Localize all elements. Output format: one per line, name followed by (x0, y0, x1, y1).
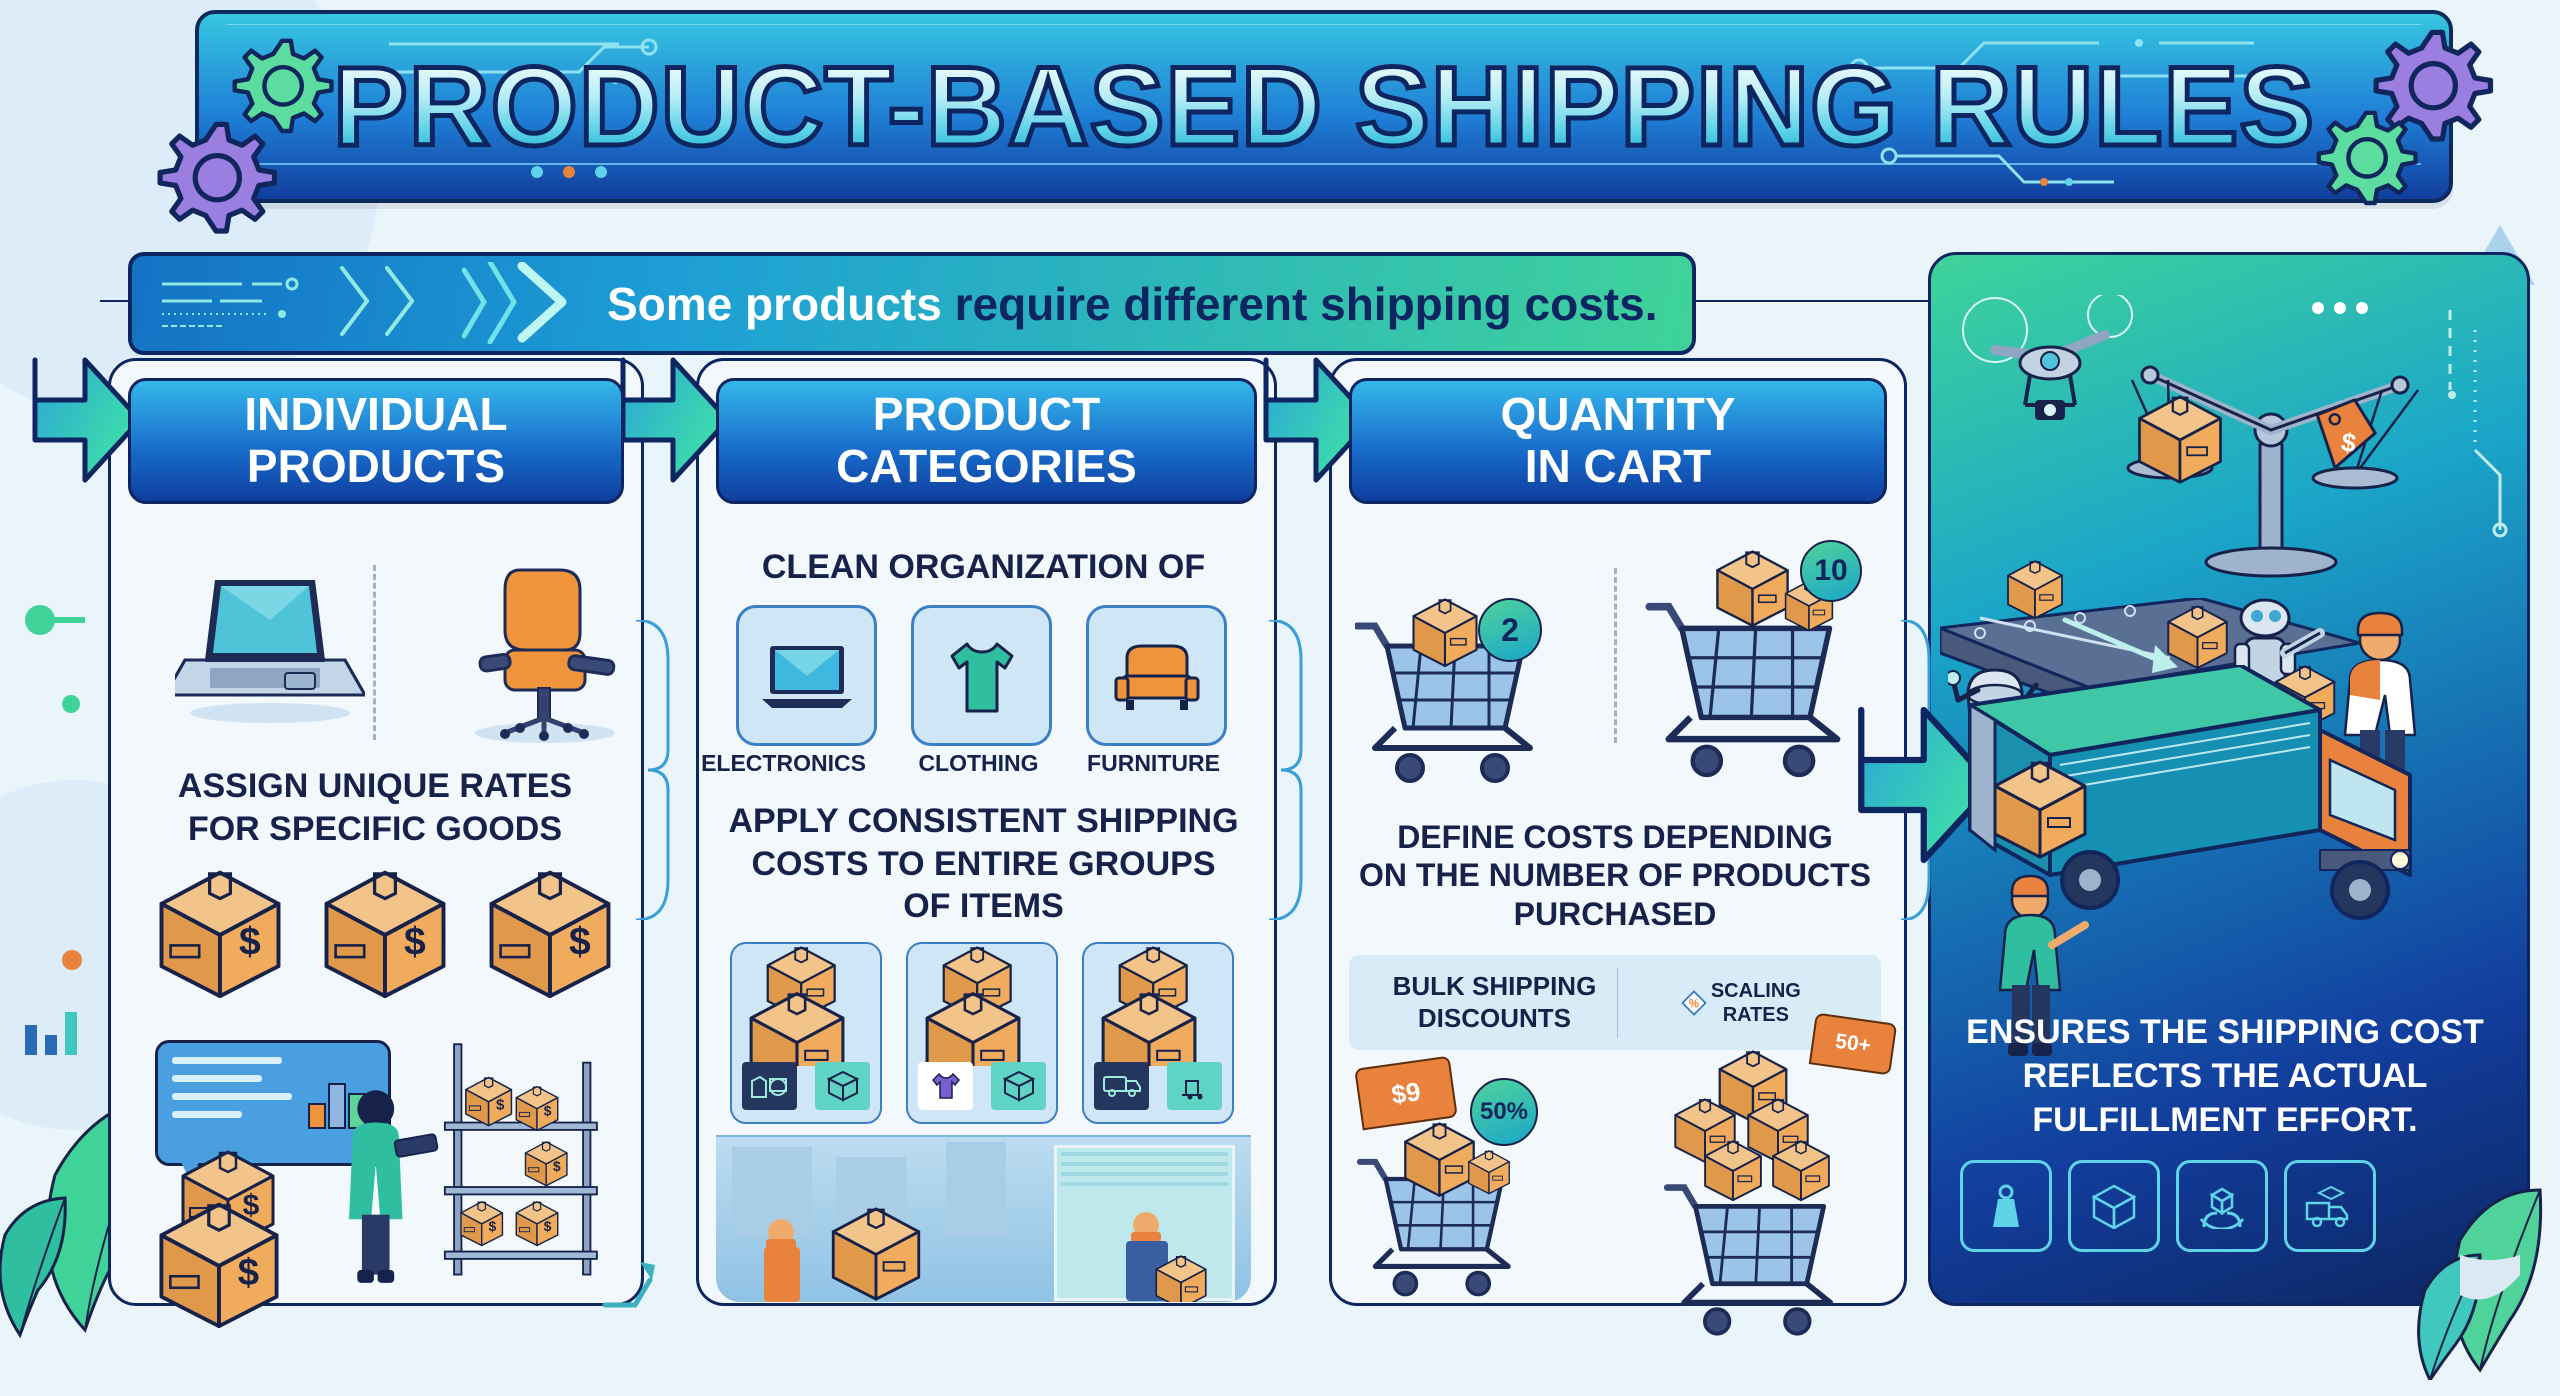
svg-text:$: $ (2339, 427, 2358, 459)
svg-text:%: % (1689, 998, 1699, 1010)
